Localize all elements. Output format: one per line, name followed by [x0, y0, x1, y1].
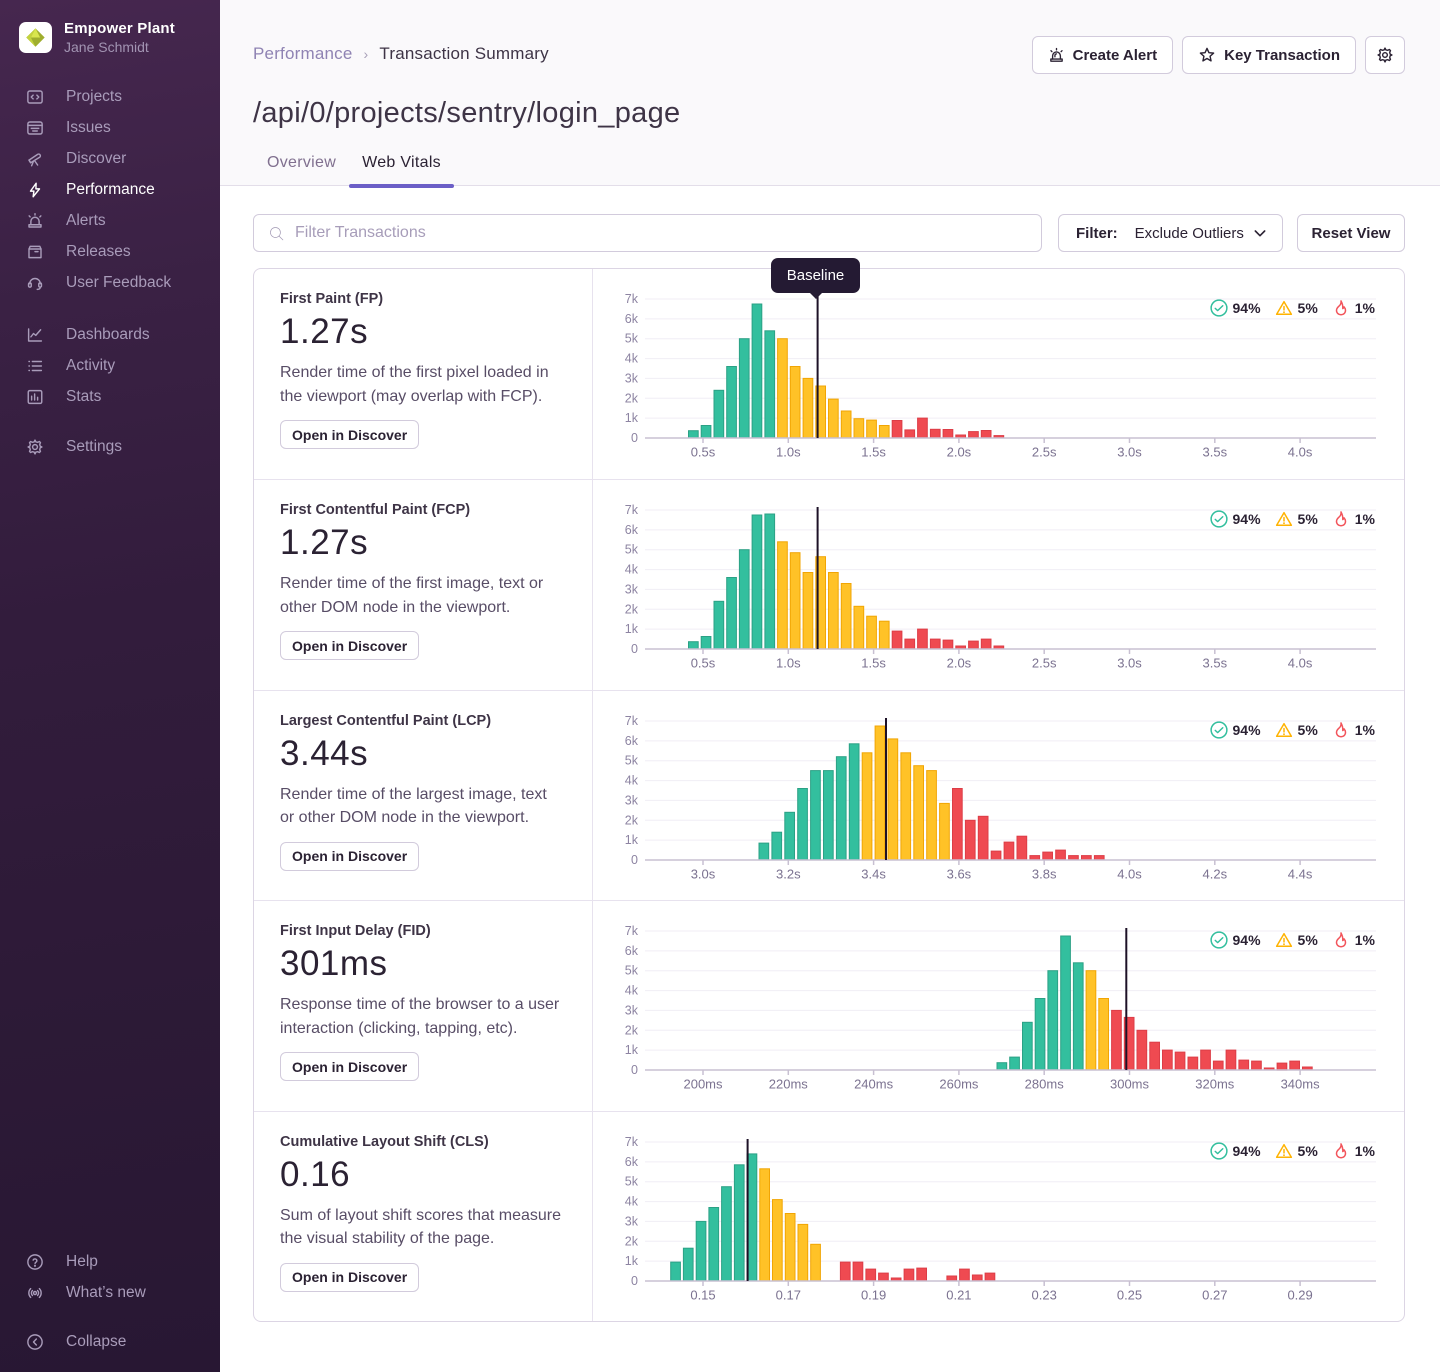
svg-text:4k: 4k [625, 563, 639, 577]
svg-text:4.2s: 4.2s [1203, 866, 1228, 881]
svg-text:4.0s: 4.0s [1288, 656, 1313, 671]
svg-text:0.5s: 0.5s [691, 656, 716, 671]
svg-text:2k: 2k [625, 813, 639, 827]
svg-text:3.0s: 3.0s [1117, 656, 1142, 671]
svg-text:0: 0 [631, 1063, 638, 1077]
svg-text:4.0s: 4.0s [1288, 445, 1313, 460]
svg-text:4k: 4k [625, 1194, 639, 1208]
svg-text:4.4s: 4.4s [1288, 866, 1313, 881]
svg-text:5k: 5k [625, 543, 639, 557]
svg-text:0: 0 [631, 642, 638, 656]
svg-text:0.29: 0.29 [1287, 1287, 1312, 1302]
svg-text:0.21: 0.21 [946, 1287, 971, 1302]
svg-text:200ms: 200ms [683, 1077, 723, 1092]
svg-text:3.4s: 3.4s [861, 866, 886, 881]
svg-text:0.25: 0.25 [1117, 1287, 1142, 1302]
svg-text:3k: 3k [625, 371, 639, 385]
svg-text:0.5s: 0.5s [691, 445, 716, 460]
svg-text:3.2s: 3.2s [776, 866, 801, 881]
svg-text:2.0s: 2.0s [947, 445, 972, 460]
svg-text:3.5s: 3.5s [1203, 445, 1228, 460]
svg-text:1k: 1k [625, 411, 639, 425]
svg-text:3k: 3k [625, 583, 639, 597]
svg-text:2.5s: 2.5s [1032, 445, 1057, 460]
svg-text:0.27: 0.27 [1202, 1287, 1227, 1302]
svg-text:1k: 1k [625, 833, 639, 847]
svg-text:280ms: 280ms [1025, 1077, 1065, 1092]
svg-text:3.0s: 3.0s [1117, 445, 1142, 460]
svg-text:1k: 1k [625, 1043, 639, 1057]
svg-text:2.0s: 2.0s [947, 656, 972, 671]
svg-text:6k: 6k [625, 523, 639, 537]
svg-text:340ms: 340ms [1281, 1077, 1321, 1092]
svg-text:3k: 3k [625, 793, 639, 807]
svg-text:3k: 3k [625, 1004, 639, 1018]
svg-text:7k: 7k [625, 292, 639, 306]
svg-text:2k: 2k [625, 391, 639, 405]
svg-text:7k: 7k [625, 503, 639, 517]
svg-text:6k: 6k [625, 1154, 639, 1168]
svg-text:1.0s: 1.0s [776, 656, 801, 671]
svg-text:0.19: 0.19 [861, 1287, 886, 1302]
svg-text:5k: 5k [625, 332, 639, 346]
svg-text:220ms: 220ms [769, 1077, 809, 1092]
svg-text:1.5s: 1.5s [861, 445, 886, 460]
svg-text:4k: 4k [625, 773, 639, 787]
svg-text:4k: 4k [625, 984, 639, 998]
svg-text:300ms: 300ms [1110, 1077, 1150, 1092]
svg-text:3.0s: 3.0s [691, 866, 716, 881]
svg-text:0.17: 0.17 [776, 1287, 801, 1302]
svg-text:6k: 6k [625, 734, 639, 748]
svg-text:4.0s: 4.0s [1117, 866, 1142, 881]
svg-text:2k: 2k [625, 1023, 639, 1037]
svg-text:3.8s: 3.8s [1032, 866, 1057, 881]
svg-text:6k: 6k [625, 312, 639, 326]
svg-text:0: 0 [631, 1274, 638, 1288]
svg-text:2k: 2k [625, 603, 639, 617]
svg-text:3.6s: 3.6s [947, 866, 972, 881]
svg-text:2k: 2k [625, 1234, 639, 1248]
svg-text:5k: 5k [625, 1174, 639, 1188]
svg-text:5k: 5k [625, 753, 639, 767]
svg-text:1.5s: 1.5s [861, 656, 886, 671]
svg-text:7k: 7k [625, 714, 639, 728]
svg-text:3k: 3k [625, 1214, 639, 1228]
svg-text:4k: 4k [625, 352, 639, 366]
svg-text:1k: 1k [625, 622, 639, 636]
svg-text:1.0s: 1.0s [776, 445, 801, 460]
svg-text:3.5s: 3.5s [1203, 656, 1228, 671]
svg-text:240ms: 240ms [854, 1077, 894, 1092]
svg-text:0.23: 0.23 [1032, 1287, 1057, 1302]
svg-text:0: 0 [631, 431, 638, 445]
svg-text:6k: 6k [625, 944, 639, 958]
svg-text:1k: 1k [625, 1254, 639, 1268]
svg-text:5k: 5k [625, 964, 639, 978]
svg-text:0.15: 0.15 [690, 1287, 715, 1302]
svg-text:260ms: 260ms [939, 1077, 979, 1092]
svg-text:7k: 7k [625, 1135, 639, 1149]
svg-text:320ms: 320ms [1195, 1077, 1235, 1092]
svg-text:0: 0 [631, 853, 638, 867]
svg-text:7k: 7k [625, 924, 639, 938]
svg-text:2.5s: 2.5s [1032, 656, 1057, 671]
